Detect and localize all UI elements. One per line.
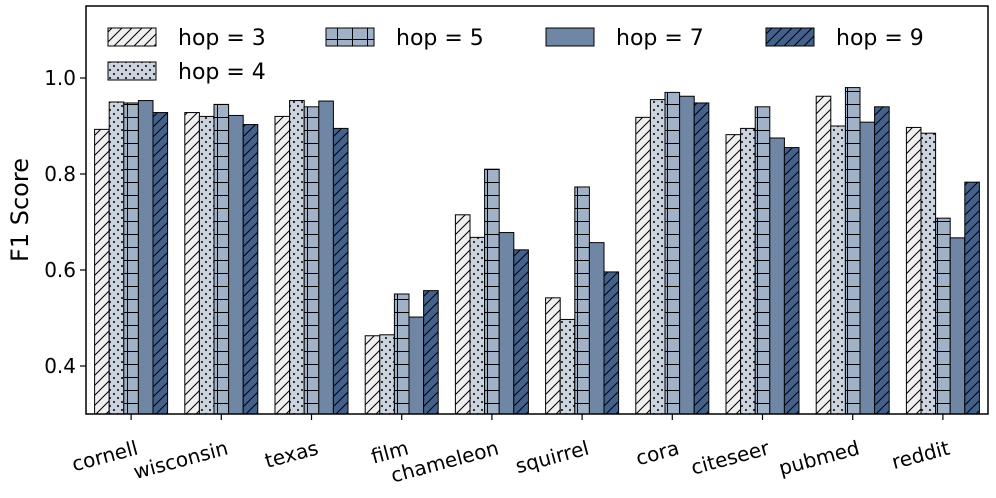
legend-label-hop9: hop = 9 xyxy=(836,26,924,51)
bar-squirrel-hop4 xyxy=(559,318,576,415)
legend-swatch-hop4 xyxy=(107,61,157,81)
bar-citeseer-hop4 xyxy=(740,127,756,415)
bar-cornell-hop9 xyxy=(152,112,169,415)
bar-citeseer-hop7 xyxy=(769,137,785,415)
bar-wisconsin-hop5 xyxy=(213,103,230,415)
bar-citeseer-hop5 xyxy=(754,106,771,415)
bar-pubmed-hop5 xyxy=(844,87,861,415)
legend-swatch-hop7 xyxy=(545,27,595,47)
bar-pubmed-hop4 xyxy=(830,125,846,415)
y-tick-label: 0.8 xyxy=(44,162,76,186)
x-tick-label-cora: cora xyxy=(633,436,681,470)
bar-wisconsin-hop3 xyxy=(184,112,200,415)
bar-reddit-hop5 xyxy=(935,217,951,415)
bar-texas-hop7 xyxy=(318,100,334,415)
bar-cora-hop3 xyxy=(635,116,651,415)
bar-citeseer-hop9 xyxy=(783,147,800,415)
bar-cora-hop9 xyxy=(693,102,710,415)
bar-texas-hop4 xyxy=(289,100,305,415)
bar-pubmed-hop7 xyxy=(859,121,876,415)
bar-cora-hop5 xyxy=(664,91,681,415)
bar-citeseer-hop3 xyxy=(725,134,742,415)
bar-pubmed-hop9 xyxy=(874,106,890,415)
legend: hop = 3 hop = 4 hop = 5 hop = 7 hop = 9 xyxy=(107,26,924,85)
bar-squirrel-hop9 xyxy=(603,271,620,415)
bar-film-hop7 xyxy=(408,316,425,415)
bar-reddit-hop7 xyxy=(949,237,966,415)
bar-texas-hop3 xyxy=(274,115,291,415)
y-tick-label: 0.6 xyxy=(44,258,76,282)
bar-chameleon-hop3 xyxy=(454,214,471,415)
bar-reddit-hop9 xyxy=(964,181,980,415)
bar-film-hop9 xyxy=(423,290,439,415)
x-tick-label-squirrel: squirrel xyxy=(513,436,592,479)
legend-label-hop3: hop = 3 xyxy=(178,26,266,51)
y-tick-label: 1.0 xyxy=(44,66,76,90)
bar-cornell-hop5 xyxy=(123,102,139,415)
bar-texas-hop5 xyxy=(303,106,320,415)
bar-wisconsin-hop9 xyxy=(242,124,259,415)
legend-label-hop4: hop = 4 xyxy=(178,60,266,85)
bar-cornell-hop7 xyxy=(137,100,154,415)
x-tick-label-cornell: cornell xyxy=(69,436,140,477)
bar-chameleon-hop7 xyxy=(498,232,515,415)
bar-cora-hop4 xyxy=(649,99,666,415)
bar-film-hop4 xyxy=(379,334,395,415)
legend-swatch-hop9 xyxy=(765,27,815,47)
x-tick-label-wisconsin: wisconsin xyxy=(131,436,231,484)
plot-frame xyxy=(85,5,989,415)
bar-wisconsin-hop7 xyxy=(228,114,244,415)
x-tick-label-reddit: reddit xyxy=(889,436,952,474)
legend-label-hop7: hop = 7 xyxy=(616,26,704,51)
bar-reddit-hop4 xyxy=(920,132,937,415)
bar-wisconsin-hop4 xyxy=(198,115,215,415)
y-axis: 0.4 0.6 0.8 1.0 xyxy=(44,66,86,378)
bar-reddit-hop3 xyxy=(905,126,922,415)
bar-film-hop3 xyxy=(364,335,381,415)
y-axis-title: F1 Score xyxy=(6,158,34,262)
bar-chameleon-hop4 xyxy=(469,236,486,415)
bar-cornell-hop3 xyxy=(94,128,110,415)
bar-chameleon-hop5 xyxy=(484,168,500,415)
bar-squirrel-hop5 xyxy=(574,186,590,415)
bar-pubmed-hop3 xyxy=(815,95,832,415)
legend-label-hop5: hop = 5 xyxy=(396,26,484,51)
bar-cora-hop7 xyxy=(679,95,695,415)
bar-squirrel-hop3 xyxy=(545,297,561,415)
bar-squirrel-hop7 xyxy=(588,242,605,415)
bar-texas-hop9 xyxy=(332,127,349,415)
legend-swatch-hop3 xyxy=(107,27,157,47)
bars-group xyxy=(94,87,980,415)
y-tick-label: 0.4 xyxy=(44,354,76,378)
legend-swatch-hop5 xyxy=(325,27,375,47)
x-tick-label-citeseer: citeseer xyxy=(688,435,772,479)
x-tick-label-pubmed: pubmed xyxy=(776,436,862,481)
bar-chameleon-hop9 xyxy=(513,249,529,415)
bar-film-hop5 xyxy=(393,293,410,415)
bar-cornell-hop4 xyxy=(108,101,125,415)
x-tick-label-texas: texas xyxy=(262,436,321,473)
